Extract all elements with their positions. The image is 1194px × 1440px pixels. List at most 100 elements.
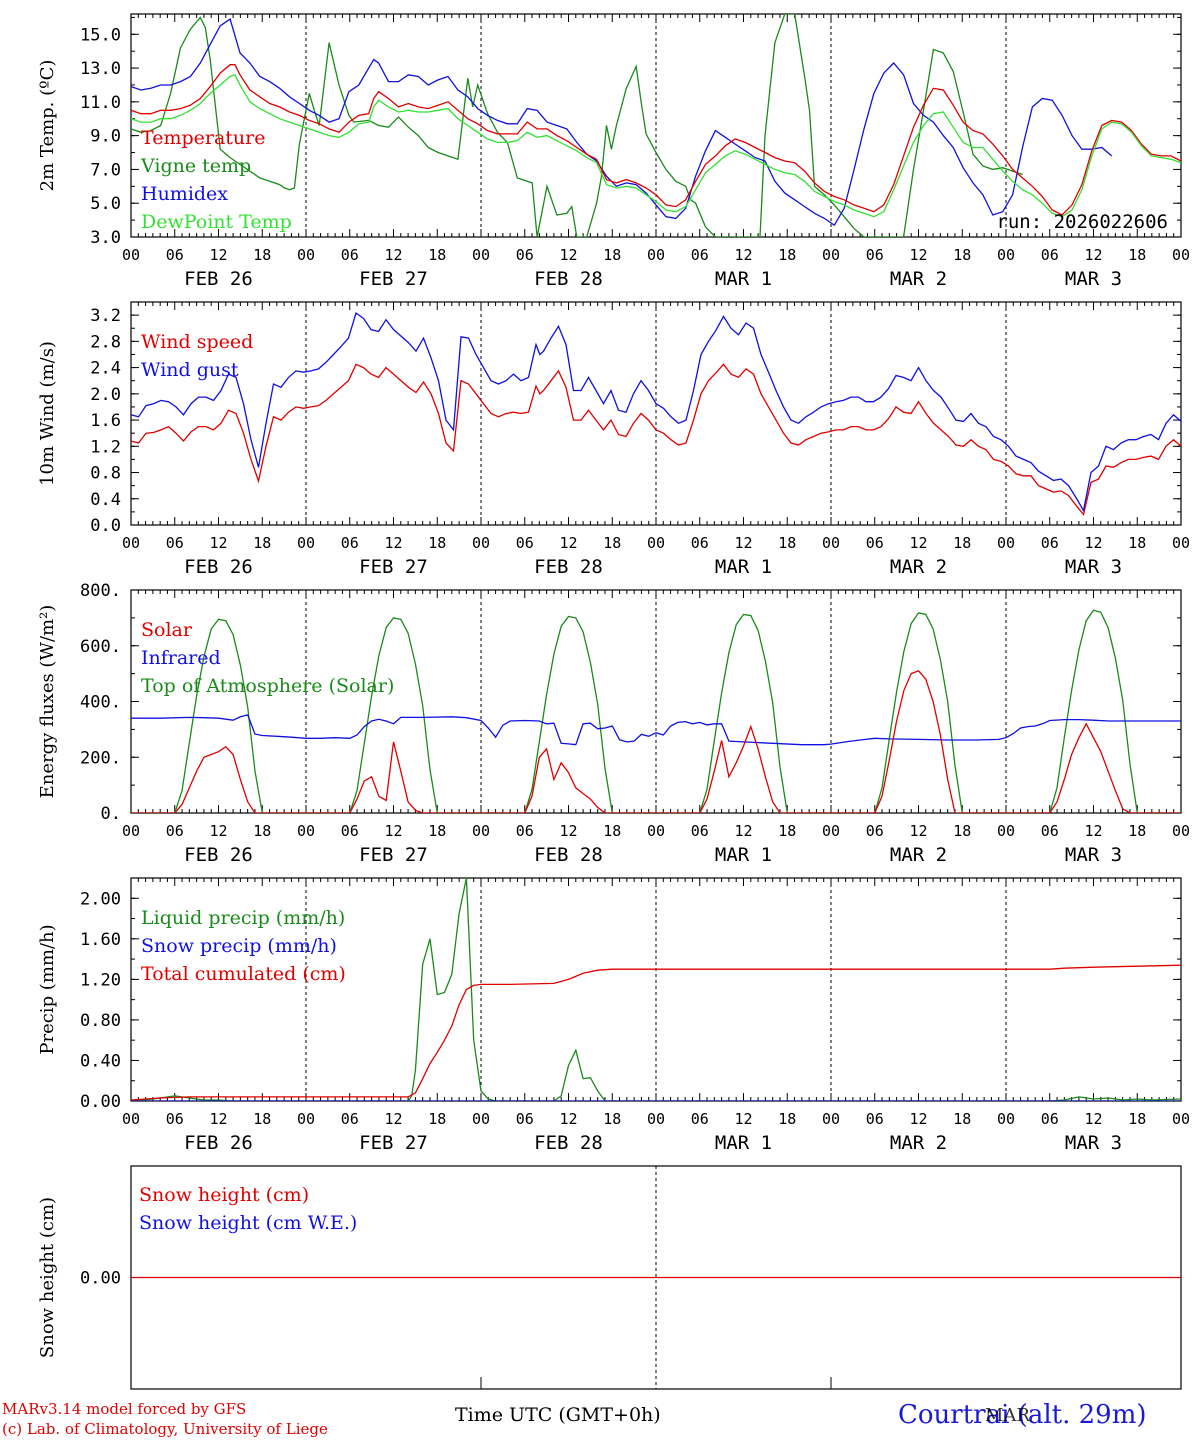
y-axis-label: 10m Wind (m/s) [37,341,58,486]
y-tick-label: 0.80 [80,1011,121,1031]
hour-tick-label: 18 [253,822,271,840]
legend-item: DewPoint Temp [141,211,292,233]
panel-precip: 0.00 0.40 0.80 1.20 1.60 2.00 Precip (mm/h) 00 0… [37,877,1190,1154]
hour-tick-label: 12 [559,1110,577,1128]
y-tick-label: 0.8 [90,464,121,484]
hour-tick-label: 00 [297,1110,315,1128]
hour-tick-label: 06 [516,534,534,552]
legend-item: Temperature [141,127,265,149]
hour-tick-label: 00 [647,1110,665,1128]
hour-tick-label: 00 [997,534,1015,552]
hour-tick-label: 12 [384,534,402,552]
hour-tick-label: 06 [341,246,359,264]
hour-tick-label: 00 [822,1110,840,1128]
panel-frame [130,301,1182,526]
hour-tick-label: 00 [822,246,840,264]
y-tick-label: 9.0 [90,127,121,147]
hour-tick-label: 00 [1172,1110,1190,1128]
day-label: MAR 3 [1065,1132,1122,1154]
hour-tick-label: 00 [297,534,315,552]
series-line-temperature [131,64,1181,216]
hour-tick-label: 12 [384,246,402,264]
hour-tick-label: 18 [953,822,971,840]
panel-temp: 3.0 5.0 7.0 9.0 11.0 13.0 15.0 2m Temp. (ºC) 00 0… [37,13,1190,290]
y-tick-label: 7.0 [90,160,121,180]
y-tick-label: 0.00 [80,1092,121,1112]
day-label: FEB 28 [534,268,603,290]
hour-tick-label: 00 [647,822,665,840]
hour-tick-label: 06 [516,822,534,840]
hour-tick-label: 06 [866,822,884,840]
hour-tick-label: 18 [778,534,796,552]
hour-tick-label: 12 [559,534,577,552]
day-label: MAR 1 [715,268,772,290]
hour-tick-label: 06 [1041,246,1059,264]
hour-tick-label: 12 [384,822,402,840]
series-line-liquid-precip-mm-h- [131,878,1181,1101]
hour-tick-label: 18 [603,246,621,264]
day-label: FEB 27 [359,844,428,866]
panel-snow: 0.00 Snow height (cm) Snow height (cm) Snow… [37,1165,1182,1390]
hour-tick-label: 12 [734,822,752,840]
hour-tick-label: 18 [428,822,446,840]
hour-tick-label: 06 [166,534,184,552]
hour-tick-label: 00 [472,822,490,840]
legend-item: Wind speed [141,331,253,353]
series-line-infrared [131,714,1181,746]
hour-tick-label: 06 [691,246,709,264]
day-label: FEB 26 [184,1132,253,1154]
day-label: MAR 2 [890,844,947,866]
hour-tick-label: 12 [734,246,752,264]
hour-tick-label: 12 [909,246,927,264]
y-tick-label: 0.0 [90,516,121,536]
y-tick-label: 0.4 [90,490,121,510]
panel-frame [130,13,1182,238]
day-label: MAR 3 [1065,844,1122,866]
legend-item: Snow height (cm) [139,1184,309,1206]
hour-tick-label: 06 [166,246,184,264]
y-tick-label: 2.8 [90,332,121,352]
hour-tick-label: 06 [1041,1110,1059,1128]
legend-item: Humidex [141,183,228,205]
day-label: MAR 1 [715,556,772,578]
hour-tick-label: 18 [1128,1110,1146,1128]
hour-tick-label: 06 [516,1110,534,1128]
hour-tick-label: 18 [953,1110,971,1128]
hour-tick-label: 00 [1172,822,1190,840]
hour-tick-label: 12 [909,1110,927,1128]
y-tick-label: 400. [80,693,121,713]
hour-tick-label: 06 [691,1110,709,1128]
y-tick-label: 0. [101,804,121,824]
y-tick-label: 15.0 [80,25,121,45]
legend-item: Solar [141,619,193,641]
legend-item: Snow precip (mm/h) [141,935,337,957]
hour-tick-label: 18 [778,246,796,264]
y-tick-label: 2.00 [80,889,121,909]
hour-tick-label: 18 [1128,246,1146,264]
hour-tick-label: 06 [341,822,359,840]
hour-tick-label: 00 [122,1110,140,1128]
hour-tick-label: 06 [341,534,359,552]
station-label: Courtrai (alt. 29m) [898,1400,1147,1430]
day-label: MAR 1 [715,844,772,866]
y-axis-label: Precip (mm/h) [37,924,58,1054]
hour-tick-label: 12 [1084,246,1102,264]
y-tick-label: 3.0 [90,228,121,248]
y-tick-label: 1.2 [90,437,121,457]
legend-item: Total cumulated (cm) [141,963,346,985]
hour-tick-label: 00 [122,246,140,264]
hour-tick-label: 06 [166,1110,184,1128]
hour-tick-label: 00 [647,534,665,552]
y-axis-label: Snow height (cm) [37,1197,58,1358]
hour-tick-label: 06 [866,1110,884,1128]
hour-tick-label: 18 [953,246,971,264]
y-tick-label: 3.2 [90,306,121,326]
series-line-vigne-temp [131,14,1023,237]
hour-tick-label: 00 [472,1110,490,1128]
station-name: Courtrai (alt. 29m) [898,1400,1147,1430]
hour-tick-label: 00 [472,534,490,552]
day-label: FEB 27 [359,268,428,290]
y-tick-label: 200. [80,748,121,768]
